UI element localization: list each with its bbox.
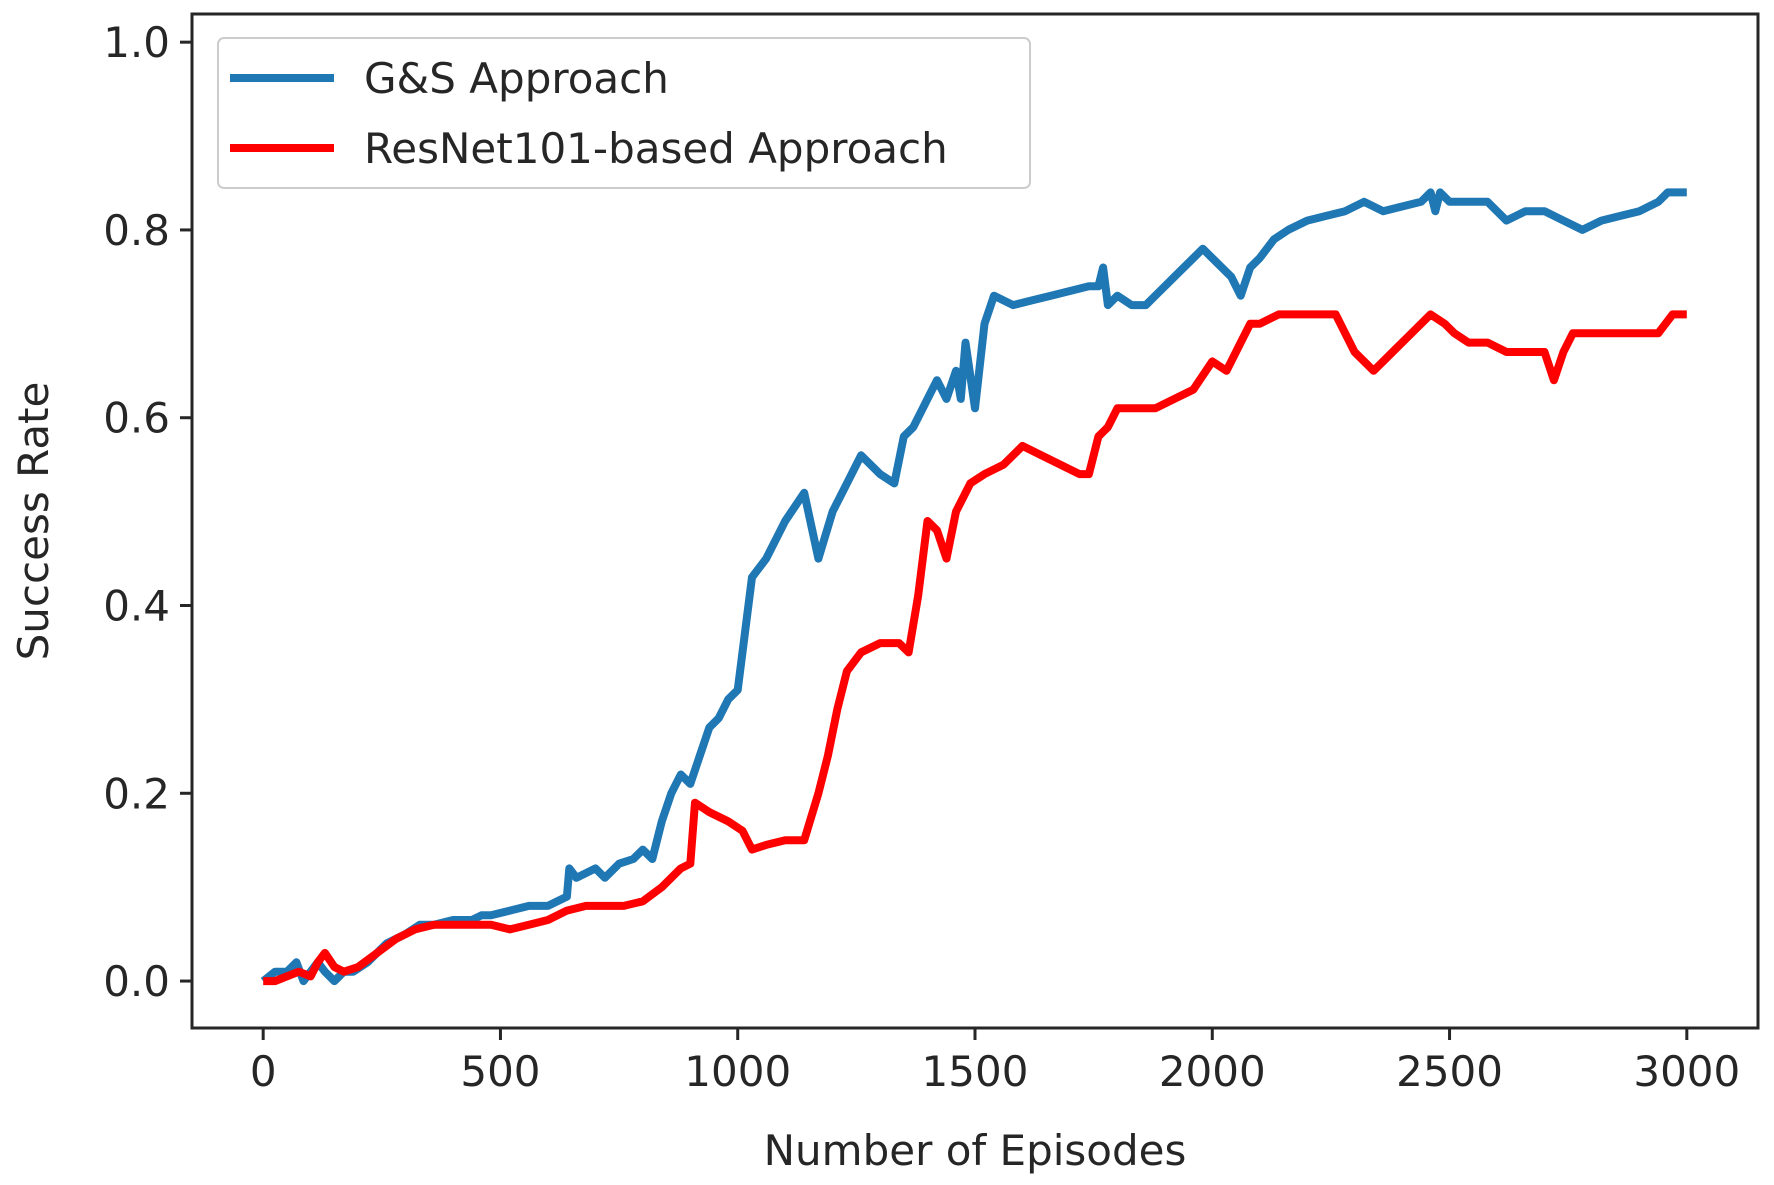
x-tick-label: 1000 [684, 1047, 791, 1096]
x-axis-ticks: 0 500 1000 1500 2000 2500 3000 [250, 1028, 1740, 1096]
legend-box [217, 37, 1031, 189]
x-tick-label: 3000 [1633, 1047, 1740, 1096]
y-tick-label: 0.2 [103, 769, 170, 818]
x-tick-label: 2500 [1396, 1047, 1503, 1096]
x-tick-label: 0 [250, 1047, 277, 1096]
y-tick-label: 0.0 [103, 957, 170, 1006]
y-axis-ticks: 0.0 0.2 0.4 0.6 0.8 1.0 [103, 18, 192, 1006]
x-axis-label: Number of Episodes [764, 1126, 1187, 1175]
legend-label-gs: G&S Approach [364, 54, 669, 103]
series-line-resnet101 [263, 310, 1687, 986]
plot-lines [260, 188, 1687, 986]
series-line-gs [260, 188, 1687, 986]
y-axis-label: Success Rate [9, 382, 58, 661]
x-tick-label: 1500 [922, 1047, 1029, 1096]
x-tick-label: 500 [460, 1047, 540, 1096]
y-tick-label: 0.8 [103, 206, 170, 255]
legend: G&S Approach ResNet101-based Approach [217, 37, 1031, 189]
y-tick-label: 0.6 [103, 394, 170, 443]
y-tick-label: 0.4 [103, 582, 170, 631]
legend-label-resnet101: ResNet101-based Approach [364, 124, 948, 173]
x-tick-label: 2000 [1159, 1047, 1266, 1096]
y-tick-label: 1.0 [103, 18, 170, 67]
